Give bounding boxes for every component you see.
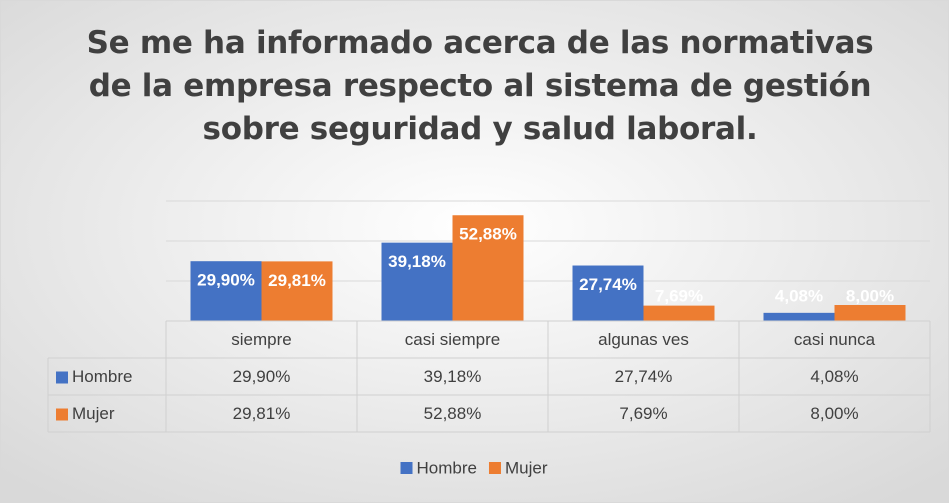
bar <box>834 305 906 321</box>
table-cell: 52,88% <box>424 404 482 423</box>
bar <box>190 261 262 321</box>
legend-key <box>400 462 413 474</box>
table-cell: 29,90% <box>233 367 291 386</box>
legend-label: Mujer <box>505 458 548 477</box>
data-label: 39,18% <box>388 252 446 271</box>
legend-key <box>56 408 68 421</box>
legend-item: Mujer <box>488 458 548 477</box>
data-label: 7,69% <box>655 286 703 305</box>
bar <box>381 242 453 321</box>
data-label: 29,90% <box>197 271 255 290</box>
x-tick-label: casi nunca <box>794 330 876 349</box>
table-cell: 29,81% <box>233 404 291 423</box>
table-row-label: Mujer <box>72 404 115 423</box>
bar <box>572 265 644 321</box>
bar <box>643 305 715 321</box>
legend-key <box>56 371 68 384</box>
legend-key <box>488 462 501 474</box>
legend-label: Hombre <box>417 458 477 477</box>
table-cell: 27,74% <box>615 367 673 386</box>
x-tick-label: algunas ves <box>598 330 689 349</box>
table-cell: 4,08% <box>810 367 858 386</box>
legend-item: Hombre <box>400 458 477 477</box>
chart-title: Se me ha informado acerca de las normati… <box>86 25 874 147</box>
data-label: 27,74% <box>579 275 637 294</box>
table-cell: 7,69% <box>619 404 667 423</box>
data-label: 4,08% <box>775 286 823 305</box>
x-tick-label: siempre <box>231 330 291 349</box>
table-cell: 8,00% <box>810 404 858 423</box>
table-cell: 39,18% <box>424 367 482 386</box>
bar <box>763 312 835 321</box>
data-label: 52,88% <box>459 225 517 244</box>
x-tick-label: casi siempre <box>405 330 500 349</box>
data-label: 8,00% <box>846 286 894 305</box>
bar <box>261 261 333 321</box>
bar <box>452 215 524 321</box>
data-label: 29,81% <box>268 271 326 290</box>
table-row-label: Hombre <box>72 367 132 386</box>
